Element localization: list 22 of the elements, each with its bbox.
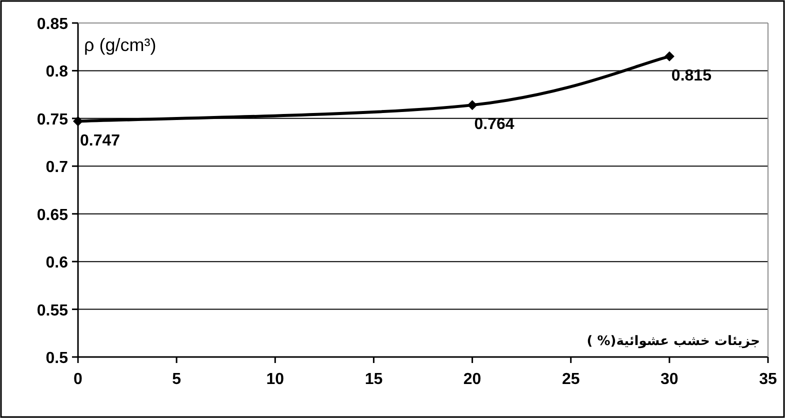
y-tick-label: 0.8 (46, 64, 68, 81)
x-tick-label: 10 (266, 371, 284, 388)
y-tick-label: 0.55 (36, 302, 68, 320)
y-tick-label: 0.6 (46, 254, 68, 272)
data-label: 0.764 (474, 116, 514, 134)
y-tick-label: 0.75 (36, 111, 68, 128)
x-tick-label: 35 (759, 371, 777, 388)
y-tick-label: 0.7 (46, 159, 68, 176)
x-tick-label: 25 (562, 371, 580, 388)
point (467, 100, 478, 110)
x-tick-label: 0 (74, 371, 83, 388)
y-axis-title: ρ (g/cm³) (84, 35, 156, 55)
x-axis-title: جزيئات خشب عشوائية(% ) (586, 334, 760, 349)
y-tick-label: 0.85 (36, 16, 68, 33)
x-tick-label: 20 (463, 371, 482, 388)
y-tick-label: 0.5 (46, 350, 68, 367)
y-tick-label: 0.65 (36, 206, 68, 224)
x-tick-label: 30 (660, 371, 678, 388)
point (664, 51, 674, 62)
data-label: 0.747 (80, 132, 120, 150)
x-tick-label: 5 (172, 371, 182, 388)
x-tick-label: 15 (364, 371, 383, 388)
